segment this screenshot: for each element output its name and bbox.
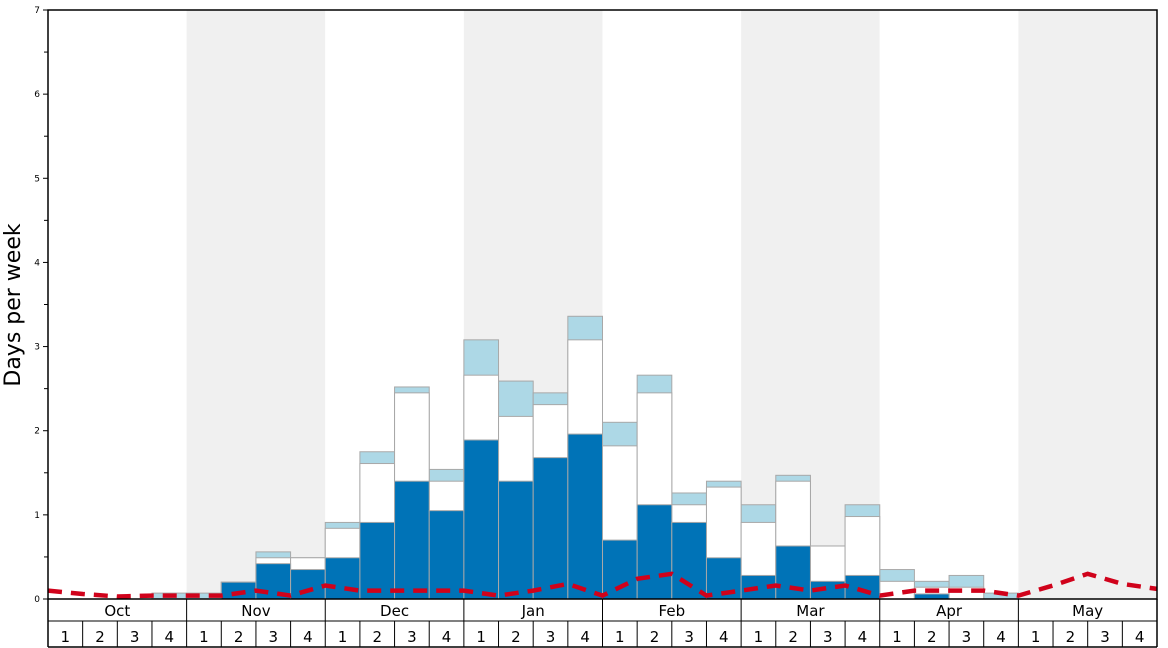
week-label: 2 [234,628,244,646]
bar [602,539,638,600]
y-tick-label: 0 [34,595,40,605]
bar [567,433,603,600]
bar [844,574,881,600]
week-label: 2 [788,628,798,646]
bars-group [151,315,1019,600]
week-label: 2 [372,628,382,646]
week-label: 4 [996,628,1006,646]
y-tick-label: 6 [34,90,40,100]
y-tick-label: 4 [34,258,40,268]
month-label: Jan [521,602,545,620]
y-tick-label: 7 [34,6,40,16]
month-label: Nov [241,602,270,620]
month-label: Mar [796,602,825,620]
bar [532,457,569,600]
week-label: 2 [1066,628,1076,646]
month-label: Apr [936,602,963,620]
week-label: 4 [580,628,590,646]
bar [636,504,673,600]
y-axis: 0 1 2 3 4 5 6 7 [34,6,48,605]
month-band [1018,10,1157,599]
bar [428,510,465,600]
dashed-series-line [47,571,1158,599]
week-label: 2 [927,628,937,646]
week-label: 3 [268,628,278,646]
week-label: 4 [442,628,452,646]
month-label: Oct [104,602,130,620]
month-band [48,10,187,599]
week-label: 2 [650,628,660,646]
week-label: 1 [754,628,764,646]
week-label: 3 [823,628,833,646]
bar [324,557,361,600]
bar [394,480,430,600]
week-label: 1 [476,628,486,646]
month-label: May [1072,602,1103,620]
bar [463,439,500,600]
dashed-line-group [47,571,1158,599]
y-tick-label: 5 [34,174,40,184]
week-label: 4 [1135,628,1145,646]
week-label: 3 [546,628,556,646]
week-label: 2 [511,628,521,646]
week-label: 1 [199,628,209,646]
bar [290,569,326,600]
week-label: 4 [165,628,175,646]
y-axis-label: Days per week [1,223,26,386]
y-tick-label: 3 [34,343,40,353]
week-label: 1 [1031,628,1041,646]
y-tick-label: 2 [34,427,40,437]
week-label: 4 [303,628,313,646]
x-axis: Oct Nov Dec Jan Feb Mar Apr May 1 2 3 4 1 2 3 4 1 2 3 4 1 2 3 4… [47,599,1158,648]
week-label: 3 [130,628,140,646]
y-tick-label: 1 [34,511,40,521]
month-band [186,10,326,599]
week-label: 1 [892,628,902,646]
month-label: Feb [659,602,686,620]
bar [913,593,950,600]
month-label: Dec [380,602,409,620]
bar [498,480,534,600]
month-band [879,10,1019,599]
week-label: 3 [407,628,417,646]
week-label: 3 [684,628,694,646]
week-label: 1 [338,628,348,646]
bar [671,521,707,600]
bar [775,545,811,600]
week-label: 1 [61,628,71,646]
week-label: 3 [1100,628,1110,646]
bar [359,521,396,600]
week-label: 4 [858,628,868,646]
week-label: 1 [615,628,625,646]
bar [220,581,257,600]
week-label: 2 [95,628,105,646]
week-label: 3 [962,628,972,646]
week-label: 4 [719,628,729,646]
